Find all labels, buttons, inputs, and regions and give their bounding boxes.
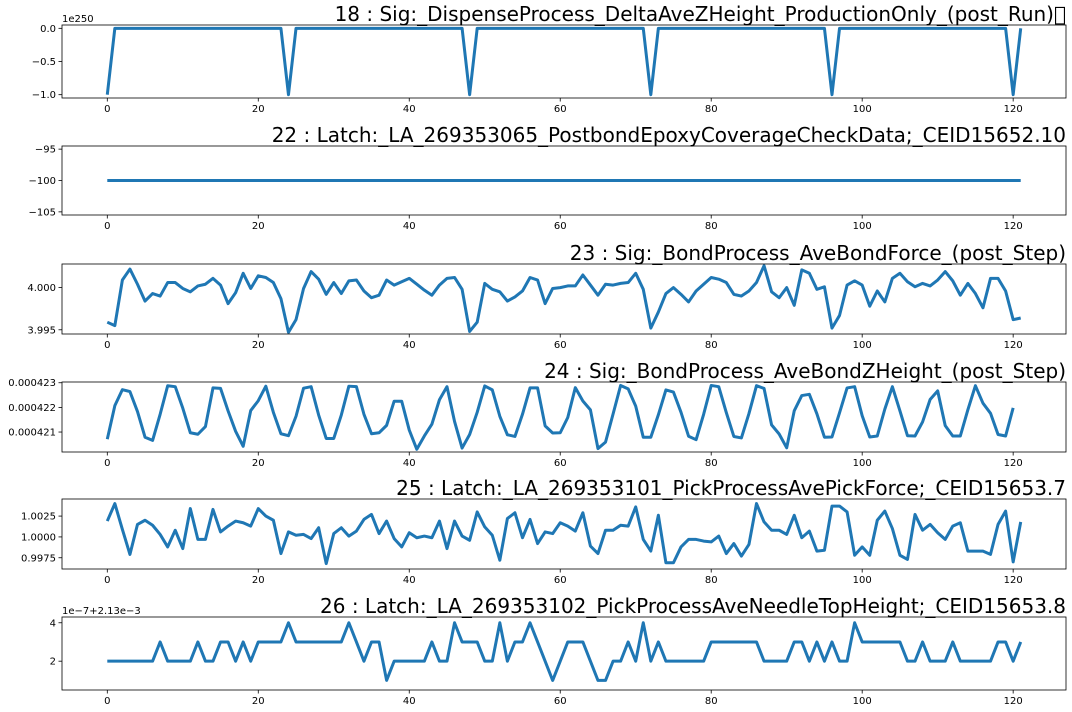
y-tick-label: 1.0025: [21, 512, 56, 523]
x-tick-label: 60: [554, 221, 567, 232]
panel-2: 0 20 40 60 80 100 120 −105 −100 −95 22 : Latch:_LA…: [29, 123, 1067, 232]
x-tick-label: 100: [853, 696, 872, 707]
y-tick-label: −0.5: [32, 57, 56, 68]
axes-frame: [61, 498, 1067, 570]
axes-frame: [61, 616, 1067, 691]
x-tick-label: 60: [554, 104, 567, 115]
panel-4: 0 20 40 60 80 100 120 0.000421 0.000422 0.000423 2…: [8, 359, 1067, 469]
x-tick-label: 100: [853, 458, 872, 469]
series-line: [105, 26, 1023, 97]
y-tick-label: 0.000421: [8, 428, 56, 439]
panel-title: 22 : Latch:_LA_269353065_PostbondEpoxyCo…: [272, 123, 1066, 147]
axes-frame: [61, 263, 1067, 335]
axes-frame: [61, 24, 1067, 99]
y-tick-label: −100: [29, 176, 56, 187]
panel-title: 26 : Latch:_LA_269353102_PickProcessAveN…: [320, 594, 1066, 618]
x-tick-label: 120: [1004, 458, 1023, 469]
y-tick-label: 0.0: [40, 24, 56, 35]
x-tick-label: 20: [252, 458, 265, 469]
x-tick-label: 80: [705, 104, 718, 115]
y-tick-label: 4: [50, 618, 56, 629]
x-tick-label: 20: [252, 221, 265, 232]
x-tick-label: 40: [403, 340, 416, 351]
panel-title: 25 : Latch:_LA_269353101_PickProcessAveP…: [396, 476, 1066, 500]
x-tick-label: 60: [554, 458, 567, 469]
panel-title: 23 : Sig:_BondProcess_AveBondForce_(post…: [570, 241, 1066, 265]
x-tick-label: 80: [705, 575, 718, 586]
x-tick-label: 0: [104, 575, 110, 586]
x-tick-label: 20: [252, 340, 265, 351]
x-tick-label: 40: [403, 696, 416, 707]
x-tick-label: 60: [554, 696, 567, 707]
panel-6: 0 20 40 60 80 100 120 2 4 1e−7+2.13e−3 26 : Latch:…: [50, 594, 1067, 707]
y-tick-label: −1.0: [32, 90, 56, 101]
axis-offset-label: 1e−7+2.13e−3: [62, 606, 141, 617]
y-tick-label: −105: [29, 207, 56, 218]
panel-title: 24 : Sig:_BondProcess_AveBondZHeight_(po…: [544, 359, 1066, 383]
panel-5: 0 20 40 60 80 100 120 0.9975 1.0000 1.0025 25 : La…: [21, 476, 1067, 586]
x-tick-label: 60: [554, 340, 567, 351]
x-tick-label: 100: [853, 221, 872, 232]
panel-1: 0 20 40 60 80 100 120 −1.0 −0.5 0.0 1e250 18 : Sig:…: [32, 2, 1067, 115]
x-tick-label: 40: [403, 575, 416, 586]
series-line: [107, 621, 1023, 682]
y-tick-label: 0.9975: [21, 553, 56, 564]
x-tick-label: 40: [403, 221, 416, 232]
panel-3: 0 20 40 60 80 100 120 3.995 4.000 23 : Sig:_BondP…: [27, 241, 1067, 351]
x-tick-label: 120: [1004, 696, 1023, 707]
y-tick-label: 2: [50, 657, 56, 668]
x-tick-label: 120: [1004, 221, 1023, 232]
x-tick-label: 100: [853, 340, 872, 351]
x-tick-label: 80: [705, 221, 718, 232]
x-tick-label: 40: [403, 458, 416, 469]
axis-offset-label: 1e250: [62, 14, 94, 25]
x-tick-label: 0: [104, 221, 110, 232]
y-tick-label: 1.0000: [21, 532, 56, 543]
x-tick-label: 80: [705, 340, 718, 351]
x-tick-label: 20: [252, 575, 265, 586]
axes-frame: [61, 381, 1067, 453]
x-tick-label: 0: [104, 458, 110, 469]
x-tick-label: 100: [853, 575, 872, 586]
panel-title: 18 : Sig:_DispenseProcess_DeltaAveZHeigh…: [335, 2, 1066, 26]
x-tick-label: 0: [104, 340, 110, 351]
x-tick-label: 80: [705, 696, 718, 707]
y-tick-label: −95: [35, 145, 56, 156]
x-tick-label: 100: [853, 104, 872, 115]
series-line: [105, 502, 1023, 566]
y-tick-label: 3.995: [27, 325, 56, 336]
x-tick-label: 60: [554, 575, 567, 586]
x-tick-label: 20: [252, 104, 265, 115]
y-tick-label: 0.000423: [8, 378, 56, 389]
x-tick-label: 120: [1004, 575, 1023, 586]
x-tick-label: 40: [403, 104, 416, 115]
x-tick-label: 0: [104, 104, 110, 115]
x-tick-label: 120: [1004, 340, 1023, 351]
x-tick-label: 20: [252, 696, 265, 707]
y-tick-label: 4.000: [27, 283, 56, 294]
y-tick-label: 0.000422: [8, 403, 56, 414]
x-tick-label: 0: [104, 696, 110, 707]
series-line: [106, 264, 1022, 334]
x-tick-label: 80: [705, 458, 718, 469]
x-tick-label: 120: [1004, 104, 1023, 115]
series-line: [105, 383, 1015, 451]
